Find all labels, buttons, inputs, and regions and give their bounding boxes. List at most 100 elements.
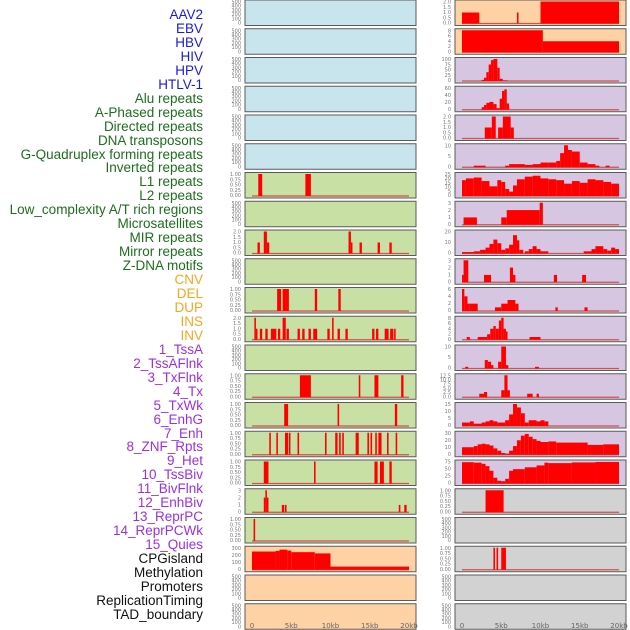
data-bar <box>469 421 474 426</box>
data-bar <box>277 289 282 311</box>
track-label: L2 repeats <box>139 188 203 204</box>
data-bar <box>480 249 486 254</box>
data-bar <box>314 289 318 311</box>
data-bar <box>564 145 568 168</box>
data-bar <box>490 328 494 340</box>
data-bar <box>286 289 289 311</box>
y-tick-label: 25 <box>445 73 451 79</box>
y-tick-label: 4 <box>448 39 451 45</box>
data-bar <box>516 164 525 168</box>
y-tick-label: 100 <box>231 620 241 626</box>
right-panel <box>454 344 627 371</box>
data-bar <box>284 504 287 513</box>
y-tick-label: 400 <box>441 607 451 613</box>
data-bar <box>337 328 340 340</box>
left-panel <box>244 344 417 371</box>
data-bar <box>603 249 608 254</box>
data-bar <box>288 432 291 455</box>
data-bar <box>374 375 379 398</box>
y-tick-label: 0.25 <box>440 562 451 568</box>
y-tick-label: 200 <box>231 12 241 18</box>
data-bar <box>462 462 474 484</box>
y-tick-label: 60 <box>445 86 451 92</box>
data-bar <box>465 366 469 369</box>
y-tick-label: 100 <box>441 591 451 597</box>
track-label: Alu repeats <box>134 90 203 106</box>
data-bar <box>595 165 600 168</box>
y-tick-label: 300 <box>441 612 451 618</box>
right-panel <box>454 517 627 544</box>
y-tick-label: 500 <box>231 115 241 121</box>
track-label: 13_ReprPC <box>132 509 203 525</box>
track-label: Directed repeats <box>103 118 203 134</box>
data-bar <box>367 432 369 455</box>
data-bar <box>540 178 549 196</box>
data-bar <box>473 177 482 196</box>
y-tick-label: 0.00 <box>230 452 241 458</box>
track-label: EBV <box>175 20 203 36</box>
y-tick-label: 300 <box>231 152 241 158</box>
data-bar <box>503 328 506 340</box>
left-panel <box>244 488 417 515</box>
y-tick-label: 1.0 <box>233 326 241 332</box>
data-bar <box>615 249 619 254</box>
y-tick-label: 0 <box>448 366 451 372</box>
data-bar <box>282 317 286 340</box>
x-tick-label: 0 <box>250 622 254 630</box>
track-label: 2_TssAFlnk <box>133 355 203 371</box>
data-bar <box>489 186 498 196</box>
data-bar <box>473 165 486 168</box>
data-bar <box>473 251 481 254</box>
y-tick-label: 10 <box>445 445 451 451</box>
track-label: 14_ReprPCWk <box>112 523 203 539</box>
track-label: Promoters <box>140 578 203 594</box>
y-tick-label: 0 <box>448 164 451 170</box>
y-tick-label: 1.0 <box>233 240 241 246</box>
right-panel <box>454 143 627 170</box>
x-tick-label: 15kb <box>361 622 379 630</box>
data-bar <box>266 497 269 513</box>
y-tick-label: 500 <box>231 201 241 207</box>
data-bar <box>499 78 503 81</box>
y-tick-label: 500 <box>231 0 241 6</box>
y-tick-label: 100 <box>441 534 451 540</box>
track-label: 6_EnhG <box>153 411 203 427</box>
y-tick-label: 400 <box>441 521 451 527</box>
data-bar <box>555 307 558 311</box>
y-tick-label: 500 <box>231 258 241 264</box>
y-tick-label: 0.75 <box>230 522 241 528</box>
y-tick-label: 200 <box>441 587 451 593</box>
y-tick-label: 0.25 <box>230 303 241 309</box>
y-tick-label: 300 <box>231 123 241 129</box>
left-panel <box>244 459 417 486</box>
data-bar <box>505 420 510 426</box>
y-tick-label: 300 <box>231 267 241 273</box>
track-label: 4_Tx <box>172 383 203 399</box>
y-tick-label: 0.25 <box>230 533 241 539</box>
data-bar <box>462 447 474 455</box>
y-tick-label: 25 <box>445 474 451 480</box>
right-panel <box>454 258 627 285</box>
y-tick-label: 300 <box>231 94 241 100</box>
data-bar <box>483 77 487 81</box>
y-tick-label: 1.00 <box>230 172 241 178</box>
data-bar <box>263 497 266 513</box>
y-tick-label: 1.00 <box>230 373 241 379</box>
data-bar <box>560 153 565 168</box>
data-bar <box>539 202 543 225</box>
y-tick-label: 400 <box>231 90 241 96</box>
data-bar <box>491 116 496 139</box>
data-bar <box>257 242 260 254</box>
y-tick-label: 0.25 <box>230 475 241 481</box>
y-tick-label: 0 <box>448 624 451 630</box>
data-bar <box>291 552 315 570</box>
left-panel <box>244 114 417 141</box>
data-bar <box>579 182 588 196</box>
data-bar <box>595 461 619 484</box>
data-bar <box>587 179 596 196</box>
track-label: 12_EnhBiv <box>137 495 203 511</box>
y-tick-label: 20 <box>445 230 451 236</box>
data-bar <box>394 328 396 340</box>
data-bar <box>332 317 334 340</box>
right-panel <box>454 488 627 515</box>
